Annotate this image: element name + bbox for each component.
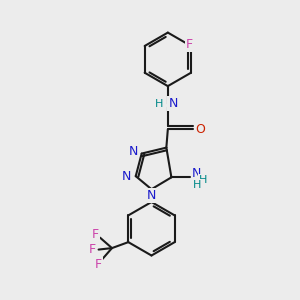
Text: N: N [129, 145, 138, 158]
Text: H: H [193, 180, 201, 190]
Text: H: H [198, 175, 207, 185]
Text: O: O [196, 123, 206, 136]
Text: F: F [92, 228, 99, 241]
Text: N: N [147, 189, 156, 202]
Text: F: F [95, 258, 102, 271]
Text: H: H [155, 99, 164, 109]
Text: F: F [186, 38, 193, 51]
Text: N: N [169, 98, 178, 110]
Text: F: F [89, 243, 96, 256]
Text: N: N [192, 167, 201, 180]
Text: N: N [122, 170, 131, 183]
